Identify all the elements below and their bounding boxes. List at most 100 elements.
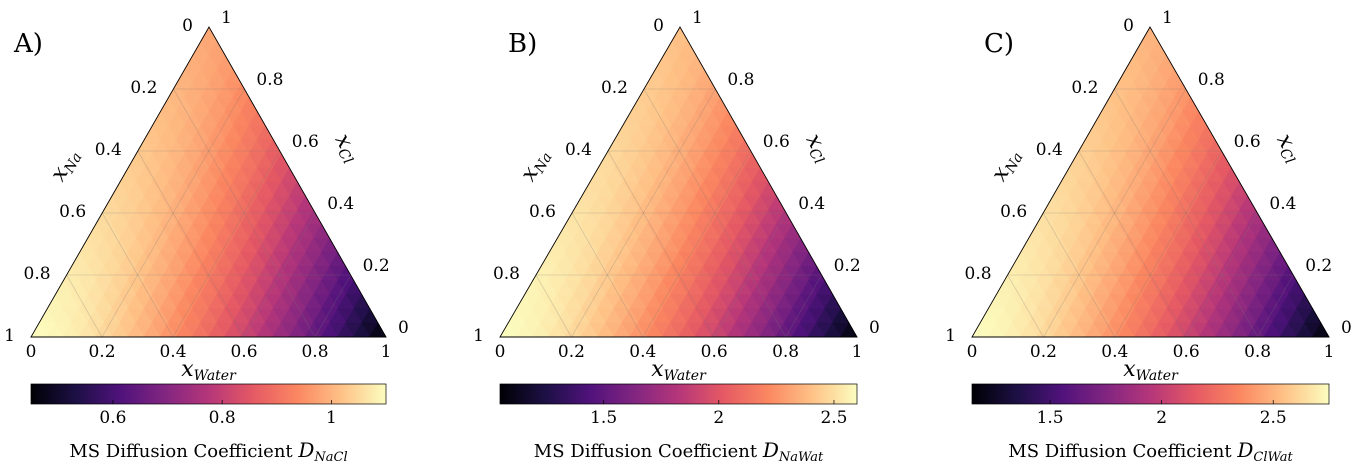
- colorbar-tick-label: 1.5: [590, 408, 617, 428]
- bottom-tick-label: 0.6: [701, 342, 728, 362]
- grid-line: [1042, 212, 1116, 338]
- heat-field: [30, 26, 387, 338]
- ternary-grid: [535, 88, 822, 338]
- bottom-tick-label: 0.2: [1030, 342, 1057, 362]
- right-tick-label: 0.8: [727, 70, 754, 90]
- grid-line: [1114, 88, 1258, 338]
- bottom-tick-label: 0.2: [88, 342, 115, 362]
- bottom-tick-label: 0.8: [301, 342, 328, 362]
- axis-label-cl: xCl: [799, 130, 836, 167]
- right-tick-label: 0.8: [1198, 70, 1225, 90]
- right-tick-label: 0.2: [834, 256, 861, 276]
- grid-line: [1257, 274, 1294, 338]
- colorbar-tick-label: 2: [713, 408, 724, 428]
- axis-label-na: xNa: [987, 144, 1027, 186]
- bottom-tick-label: 1: [852, 342, 863, 362]
- left-tick-label: 0.8: [965, 264, 992, 284]
- grid-line: [243, 212, 316, 338]
- grid-line: [785, 274, 822, 338]
- heat-field: [971, 26, 1330, 338]
- right-tick-label: 0.4: [1269, 194, 1296, 214]
- grid-line: [1007, 274, 1044, 338]
- grid-line: [66, 274, 103, 338]
- axis-label-na: xNa: [516, 144, 556, 186]
- right-tick-label: 1: [221, 8, 232, 28]
- grid-line: [571, 88, 716, 338]
- right-tick-label: 0.4: [327, 194, 354, 214]
- left-tick-label: 0.6: [529, 202, 556, 222]
- grid-line: [1185, 212, 1258, 338]
- colorbar-tick-label: 1.5: [1037, 408, 1064, 428]
- ternary-grid: [66, 88, 351, 338]
- left-tick-label: 0.8: [493, 264, 520, 284]
- heat-cell: [1141, 26, 1159, 42]
- colorbar-tick-label: 2.5: [1260, 408, 1287, 428]
- colorbar-title: MS Diffusion Coefficient DClWat: [1008, 438, 1293, 465]
- left-tick-label: 0.4: [95, 140, 122, 160]
- left-tick-label: 0: [653, 16, 664, 36]
- colorbar-title: MS Diffusion Coefficient DNaWat: [534, 438, 824, 465]
- grid-line: [314, 274, 351, 338]
- bottom-tick-label: 0.8: [1244, 342, 1271, 362]
- heat-cell: [200, 26, 218, 42]
- bottom-tick-label: 1: [1324, 342, 1335, 362]
- bottom-tick-label: 0: [26, 342, 37, 362]
- left-tick-label: 0.4: [565, 140, 592, 160]
- grid-line: [172, 150, 281, 338]
- ternary-panel-1: A) 0 0.2 0.4 0.6 0.8 1 xWater 0 0.2 0.4 0.6 0.8 1 xNa 0…: [4, 8, 409, 465]
- right-tick-label: 1: [692, 8, 703, 28]
- right-tick-label: 0.2: [1305, 256, 1332, 276]
- left-tick-label: 1: [473, 326, 484, 346]
- left-tick-label: 0.6: [1000, 202, 1027, 222]
- grid-line: [1078, 150, 1187, 338]
- grid-line: [713, 212, 787, 338]
- bottom-tick-label: 1: [381, 342, 392, 362]
- ternary-grid: [1007, 88, 1294, 338]
- bottom-tick-label: 0.6: [1173, 342, 1200, 362]
- bottom-tick-label: 0: [495, 342, 506, 362]
- grid-line: [101, 212, 174, 338]
- ternary-panel-3: C) 0 0.2 0.4 0.6 0.8 1 xWater 0 0.2 0.4 0.6 0.8 1 xNa 0…: [945, 8, 1352, 465]
- axis-label-cl: xCl: [1270, 130, 1307, 167]
- right-tick-label: 0.2: [363, 256, 390, 276]
- grid-line: [173, 88, 316, 338]
- panel-letter: C): [984, 29, 1014, 59]
- colorbar-tick-label: 2.5: [820, 408, 847, 428]
- right-tick-label: 0.6: [763, 132, 790, 152]
- right-tick-label: 0.6: [292, 132, 319, 152]
- heat-cell: [671, 26, 689, 42]
- bottom-tick-label: 0.4: [629, 342, 656, 362]
- grid-line: [643, 88, 786, 338]
- bottom-tick-label: 0: [967, 342, 978, 362]
- grid-line: [571, 212, 644, 338]
- left-tick-label: 1: [945, 326, 956, 346]
- panel-letter: A): [13, 29, 43, 59]
- left-tick-label: 0.8: [24, 264, 51, 284]
- right-tick-label: 0: [398, 318, 409, 338]
- panel-letter: B): [508, 29, 537, 59]
- bottom-tick-label: 0.4: [1101, 342, 1128, 362]
- left-tick-label: 0: [182, 16, 193, 36]
- triangle-border: [30, 26, 387, 338]
- grid-line: [1043, 88, 1187, 338]
- colorbar: [30, 383, 387, 405]
- left-tick-label: 0.2: [1071, 78, 1098, 98]
- axis-label-na: xNa: [46, 144, 86, 186]
- bottom-tick-label: 0.4: [159, 342, 186, 362]
- colorbar-tick-label: 1: [326, 408, 337, 428]
- grid-line: [101, 88, 245, 338]
- triangle-border: [971, 26, 1330, 338]
- axis-label-water: xWater: [651, 357, 707, 384]
- left-tick-label: 1: [4, 326, 15, 346]
- colorbar-title: MS Diffusion Coefficient DNaCl: [69, 438, 347, 465]
- heat-field: [499, 26, 858, 338]
- left-tick-label: 0: [1123, 16, 1134, 36]
- colorbar-tick-label: 2: [1156, 408, 1167, 428]
- grid-line: [1114, 150, 1222, 338]
- right-tick-label: 0.6: [1234, 132, 1261, 152]
- left-tick-label: 0.2: [130, 78, 157, 98]
- axis-label-water: xWater: [181, 357, 237, 384]
- colorbar-tick-label: 0.6: [99, 408, 126, 428]
- axis-label-water: xWater: [1123, 357, 1179, 384]
